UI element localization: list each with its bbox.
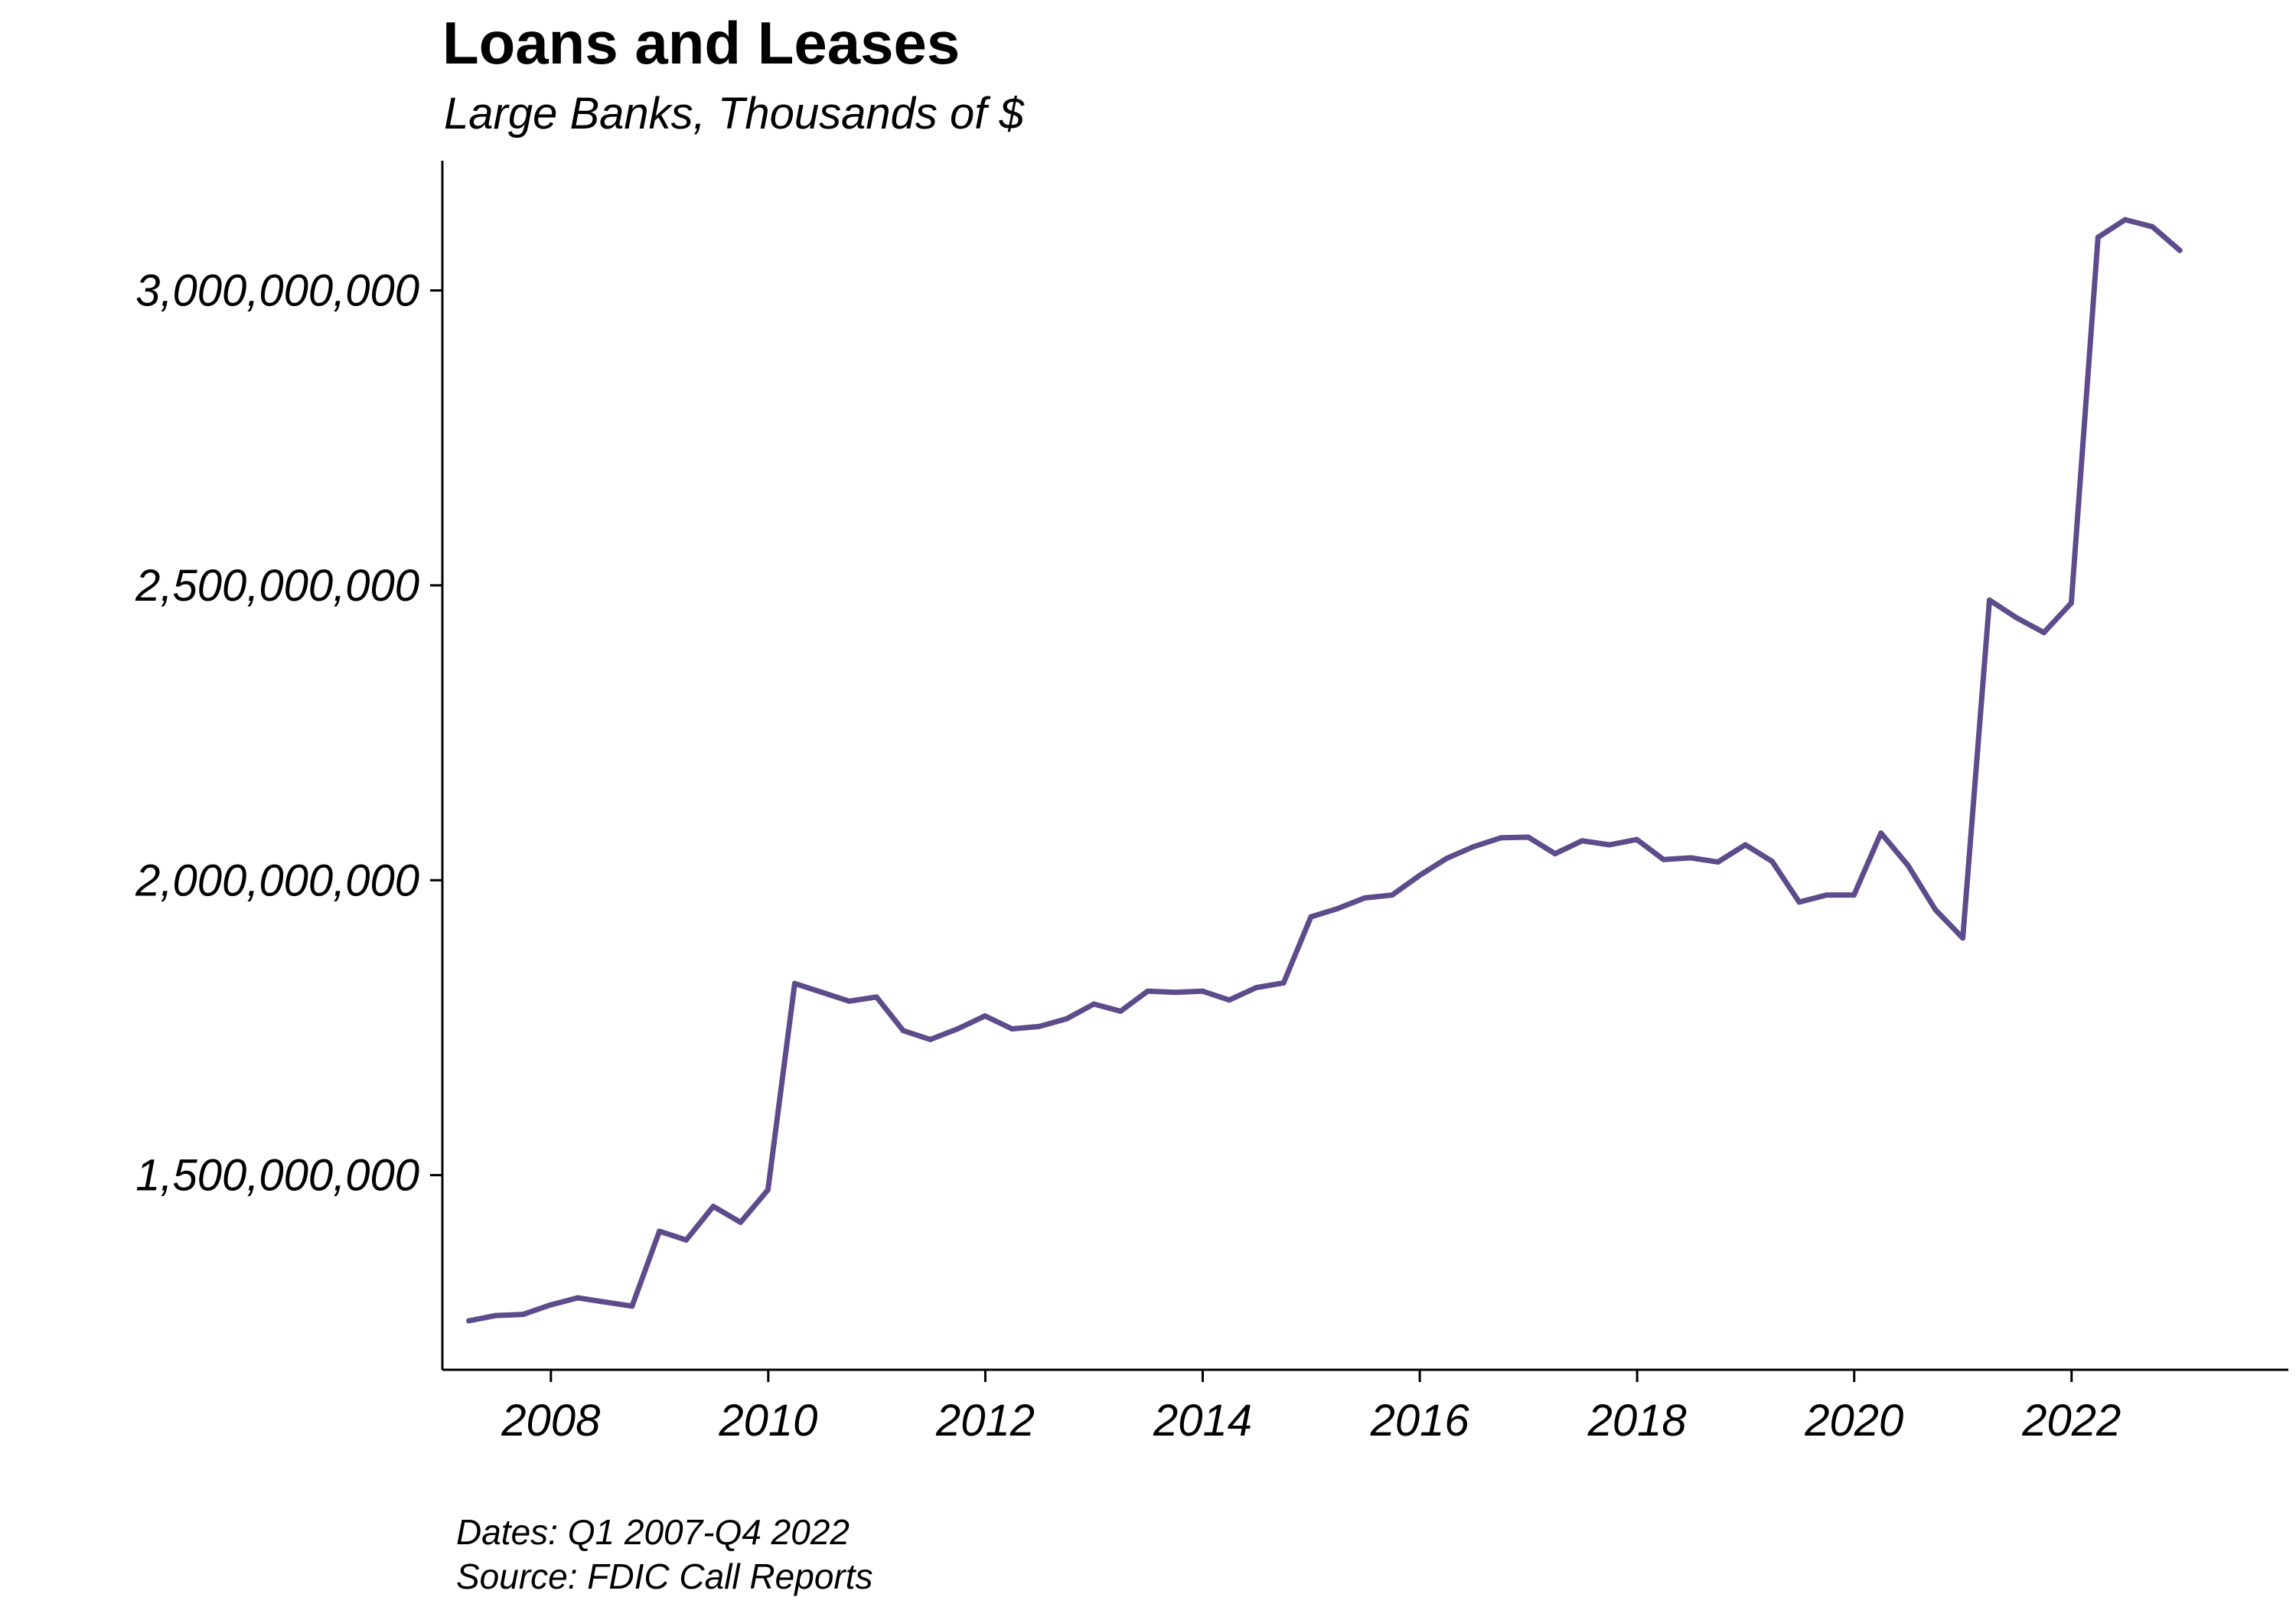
data-point <box>738 1219 744 1225</box>
x-tick-label: 2012 <box>935 1396 1035 1446</box>
y-tick-label: 1,500,000,000 <box>135 1151 419 1201</box>
data-point <box>2041 630 2047 636</box>
y-axis: 1,500,000,000 2,000,000,000 2,500,000,000 3… <box>135 161 444 1370</box>
data-point <box>710 1204 716 1209</box>
x-tick-label: 2014 <box>1153 1396 1252 1446</box>
data-point <box>575 1295 581 1301</box>
data-point <box>1824 892 1830 898</box>
data-point <box>954 1026 960 1032</box>
data-point <box>1470 843 1476 849</box>
data-point <box>1932 907 1939 913</box>
data-point <box>791 980 797 986</box>
data-point <box>2122 217 2128 223</box>
data-point <box>1117 1008 1124 1014</box>
data-point <box>1145 988 1151 994</box>
data-point <box>1525 834 1531 840</box>
series-points <box>466 217 2183 1324</box>
data-point <box>1905 862 1911 869</box>
x-axis: 2008 2010 2012 2014 2016 2018 2020 2022 <box>442 1368 2288 1446</box>
data-point <box>2068 600 2074 606</box>
y-tick-label: 2,000,000,000 <box>135 856 419 905</box>
data-point <box>1743 842 1748 848</box>
data-point <box>629 1303 635 1309</box>
data-point <box>1199 988 1205 994</box>
data-point <box>1253 985 1259 991</box>
data-point <box>1634 836 1640 843</box>
loans-leases-line <box>466 217 2183 1324</box>
data-point <box>1335 905 1341 911</box>
data-point <box>1851 892 1857 898</box>
x-tick-label: 2020 <box>1804 1396 1903 1446</box>
data-point <box>2177 247 2183 253</box>
data-point <box>1064 1015 1069 1022</box>
x-tick-label: 2016 <box>1370 1396 1470 1446</box>
data-point <box>1091 1001 1097 1007</box>
data-point <box>602 1299 608 1305</box>
y-tick-label: 2,500,000,000 <box>135 561 419 611</box>
caption-dates: Dates: Q1 2007-Q4 2022 <box>456 1512 850 1552</box>
data-point <box>928 1036 934 1042</box>
data-point <box>1226 997 1232 1003</box>
x-tick-label: 2018 <box>1587 1396 1687 1446</box>
data-point <box>873 994 879 1000</box>
data-point <box>1960 935 1966 941</box>
data-point <box>982 1013 988 1019</box>
data-point <box>1498 835 1504 841</box>
data-point <box>1443 856 1450 862</box>
data-point <box>2095 234 2101 240</box>
data-point <box>1987 597 1992 603</box>
x-tick-label: 2008 <box>501 1396 600 1446</box>
data-point <box>1389 892 1395 898</box>
data-point <box>547 1302 553 1308</box>
data-point <box>765 1187 771 1193</box>
data-point <box>1688 855 1694 861</box>
x-tick-label: 2022 <box>2021 1396 2121 1446</box>
data-point <box>466 1318 472 1324</box>
data-point <box>683 1237 690 1243</box>
data-point <box>1009 1026 1015 1032</box>
data-point <box>900 1028 906 1034</box>
chart-subtitle: Large Banks, Thousands of $ <box>444 89 1025 139</box>
data-point <box>1280 980 1287 986</box>
data-point <box>1796 899 1802 905</box>
data-point <box>1769 859 1775 865</box>
data-point <box>1036 1023 1042 1029</box>
data-point <box>2014 614 2020 621</box>
data-point <box>1579 838 1585 844</box>
data-point <box>520 1312 527 1318</box>
chart-title: Loans and Leases <box>442 9 960 77</box>
caption-source: Source: FDIC Call Reports <box>456 1556 873 1596</box>
data-point <box>1661 856 1667 862</box>
data-point <box>846 998 852 1004</box>
data-point <box>1552 851 1558 857</box>
data-point <box>2149 223 2155 230</box>
x-tick-label: 2010 <box>718 1396 817 1446</box>
y-tick-label: 3,000,000,000 <box>135 266 419 316</box>
data-point <box>493 1312 499 1319</box>
data-point <box>1715 859 1721 865</box>
data-point <box>819 989 825 996</box>
data-point <box>1172 989 1178 996</box>
data-point <box>1606 842 1613 848</box>
data-point <box>657 1228 663 1234</box>
data-point <box>1308 914 1314 920</box>
data-point <box>1417 872 1423 878</box>
data-point <box>1362 895 1368 901</box>
data-point <box>1878 830 1884 836</box>
